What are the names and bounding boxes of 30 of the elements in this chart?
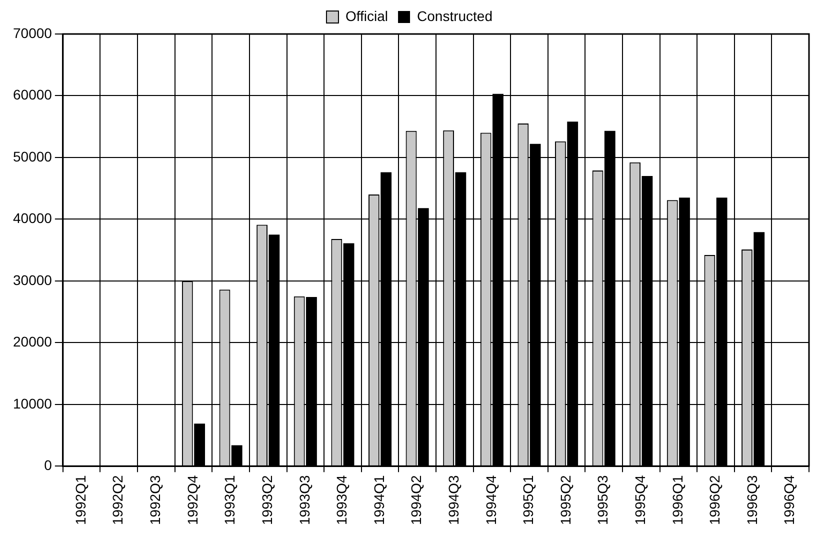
y-tick-label: 20000	[12, 334, 52, 350]
x-tick-label: 1995Q1	[520, 474, 536, 526]
y-tick-label: 40000	[12, 210, 52, 226]
x-tick-label: 1996Q4	[781, 474, 798, 526]
y-tick-label: 60000	[12, 86, 52, 103]
x-tick-label: 1996Q3	[744, 474, 760, 526]
x-tick-label: 1993Q3	[296, 474, 312, 526]
x-tick-label: 1993Q2	[258, 474, 275, 526]
y-tick-label: 0	[44, 457, 52, 474]
x-tick-label: 1992Q1	[72, 474, 88, 526]
y-tick-label: 50000	[12, 148, 52, 164]
x-tick-label: 1995Q2	[557, 474, 574, 526]
x-tick-label: 1994Q4	[482, 474, 499, 526]
x-tick-label: 1992Q2	[110, 474, 126, 526]
x-tick-label: 1995Q3	[594, 474, 611, 526]
x-tick-label: 1993Q4	[334, 474, 350, 526]
x-tick-label: 1994Q1	[370, 474, 387, 526]
x-tick-label: 1994Q2	[408, 474, 424, 526]
x-tick-label: 1996Q2	[706, 474, 723, 526]
x-tick-label: 1996Q1	[669, 474, 686, 526]
x-tick-label: 1992Q4	[184, 474, 200, 526]
x-tick-label: 1994Q3	[445, 474, 462, 526]
x-tick-label: 1992Q3	[147, 474, 164, 526]
y-tick-label: 10000	[12, 395, 52, 412]
legend-label: Official	[345, 8, 388, 24]
x-tick-label: 1995Q4	[632, 474, 648, 526]
y-tick-label: 70000	[12, 24, 52, 41]
y-tick-label: 30000	[12, 272, 52, 288]
legend-label: Constructed	[417, 8, 493, 24]
x-tick-label: 1993Q1	[222, 474, 238, 526]
